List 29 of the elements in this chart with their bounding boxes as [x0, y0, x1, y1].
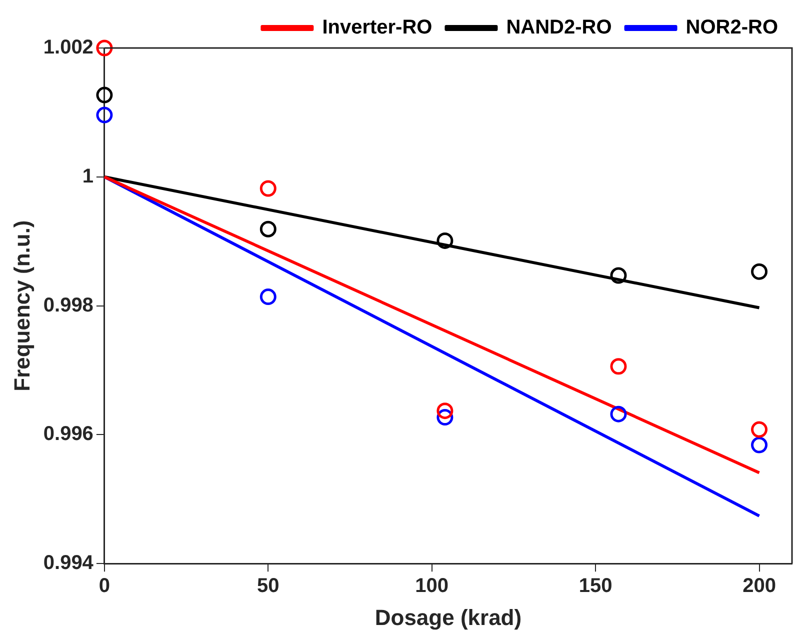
point: [751, 421, 768, 438]
y-tick-label: 1: [82, 165, 94, 188]
point: [610, 406, 627, 422]
point: [96, 40, 113, 56]
y-axis-title: Frequency (n.u.): [9, 220, 34, 392]
legend-label: NAND2-RO: [506, 16, 612, 39]
point: [260, 288, 276, 306]
y-tick-label: 0.998: [43, 294, 94, 316]
y-tick-label: 1.002: [43, 36, 94, 59]
point: [260, 180, 276, 197]
point: [610, 358, 627, 375]
point: [96, 106, 113, 124]
point: [751, 263, 768, 280]
y-tick-label: 0.994: [43, 552, 94, 574]
y-tick-label: 0.996: [43, 423, 94, 446]
x-tick-label: 0: [98, 575, 110, 598]
x-axis-title: Dosage (krad): [374, 604, 522, 630]
legend-label: NOR2-RO: [686, 16, 778, 39]
point: [436, 232, 454, 249]
legend-label: Inverter-RO: [322, 16, 432, 39]
point: [610, 267, 627, 284]
point: [96, 86, 113, 104]
x-tick-label: 100: [415, 575, 449, 598]
x-tick-label: 50: [257, 575, 280, 598]
point: [436, 402, 454, 420]
point: [260, 220, 276, 238]
x-tick-label: 200: [742, 575, 776, 598]
x-tick-label: 150: [578, 575, 612, 598]
point: [751, 436, 768, 454]
